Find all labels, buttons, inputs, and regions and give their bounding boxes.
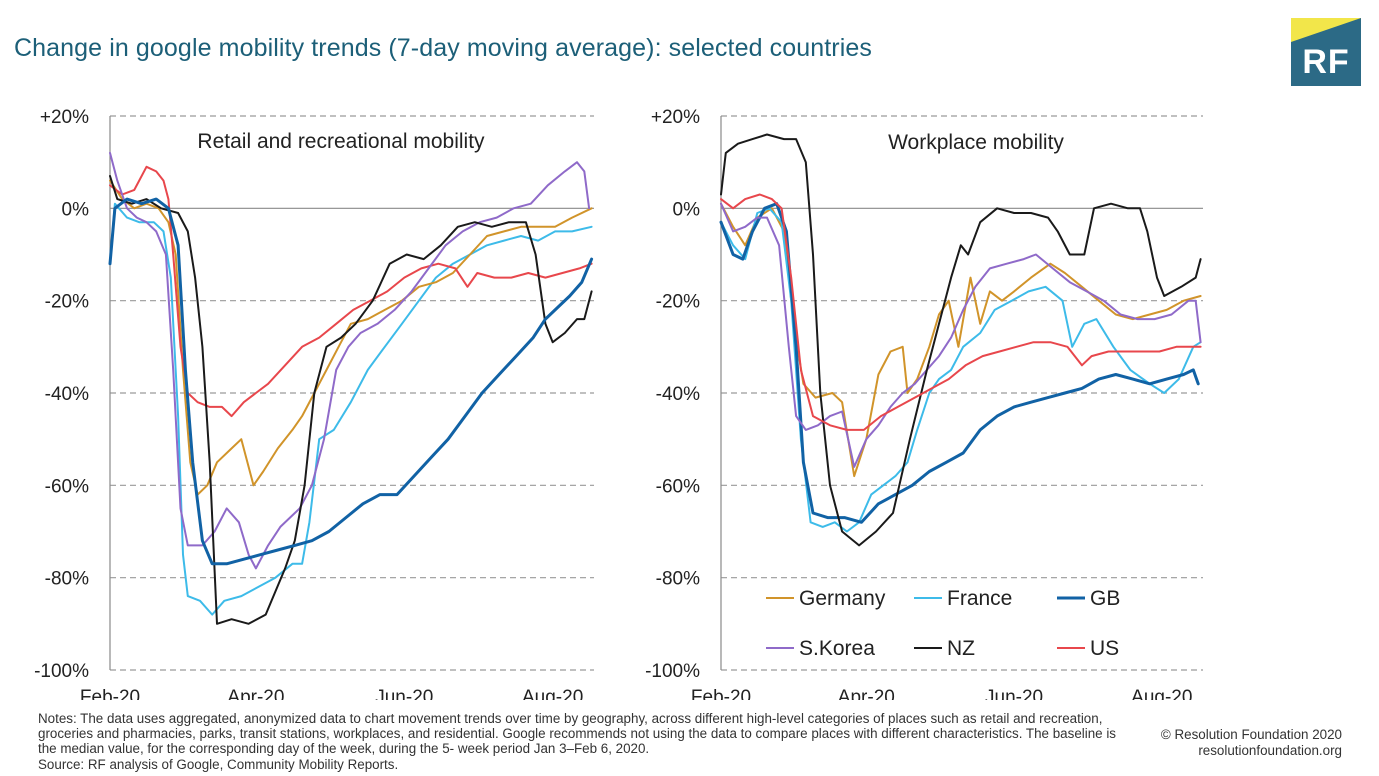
y-tick-label: -40% [656, 384, 700, 405]
source-text: Source: RF analysis of Google, Community… [38, 756, 399, 772]
y-tick-label: -60% [656, 476, 700, 497]
legend-label-skorea: S.Korea [799, 637, 875, 660]
y-tick-label: -100% [34, 661, 89, 682]
y-tick-label: -20% [656, 292, 700, 313]
rf-logo: RF [1291, 18, 1361, 86]
legend-label-germany: Germany [799, 587, 886, 610]
x-tick-label: Jun-20 [375, 687, 433, 700]
series-line-skorea [109, 151, 591, 570]
x-tick-label: Aug-20 [1131, 687, 1192, 700]
notes-block: Notes: The data uses aggregated, anonymi… [38, 711, 1133, 772]
series-line-nz [720, 133, 1202, 547]
x-tick-label: Apr-20 [227, 687, 284, 700]
logo-accent-triangle [1291, 18, 1361, 42]
x-tick-label: Feb-20 [80, 687, 140, 700]
x-tick-label: Jun-20 [985, 687, 1043, 700]
y-tick-label: 0% [673, 199, 701, 220]
series-line-france [109, 202, 593, 616]
y-tick-label: +20% [651, 107, 700, 128]
credit-block: © Resolution Foundation 2020 resolutionf… [1161, 727, 1342, 759]
y-tick-label: -100% [645, 661, 700, 682]
y-tick-label: +20% [40, 107, 89, 128]
notes-text: Notes: The data uses aggregated, anonymi… [38, 711, 1116, 757]
series-line-us [720, 193, 1202, 431]
site-text: resolutionfoundation.org [1198, 743, 1342, 758]
copyright-text: © Resolution Foundation 2020 [1160, 727, 1342, 742]
x-tick-label: Feb-20 [691, 687, 751, 700]
series-line-gb [719, 202, 1200, 524]
panel-title: Retail and recreational mobility [197, 130, 485, 153]
y-tick-label: -60% [45, 476, 89, 497]
legend-label-nz: NZ [947, 637, 975, 660]
x-tick-label: Aug-20 [522, 687, 583, 700]
y-tick-label: 0% [62, 199, 90, 220]
legend-label-france: France [947, 587, 1012, 610]
legend-label-us: US [1090, 637, 1119, 660]
series-line-germany [109, 179, 593, 496]
logo-text: RF [1302, 43, 1350, 81]
y-tick-label: -80% [45, 569, 89, 590]
legend-label-gb: GB [1090, 587, 1120, 610]
series-line-gb [108, 197, 594, 566]
y-tick-label: -80% [656, 569, 700, 590]
chart-title: Change in google mobility trends (7-day … [14, 34, 872, 62]
y-tick-label: -20% [45, 292, 89, 313]
charts-canvas: +20% 0% -20% -40% -60% -80% -100% Feb-20 Apr-20 J… [34, 107, 1203, 700]
series-line-nz [109, 175, 593, 625]
x-tick-label: Apr-20 [838, 687, 895, 700]
y-tick-label: -40% [45, 384, 89, 405]
panel-title: Workplace mobility [888, 131, 1064, 154]
series-line-skorea [720, 202, 1202, 468]
series-line-us [109, 165, 593, 418]
